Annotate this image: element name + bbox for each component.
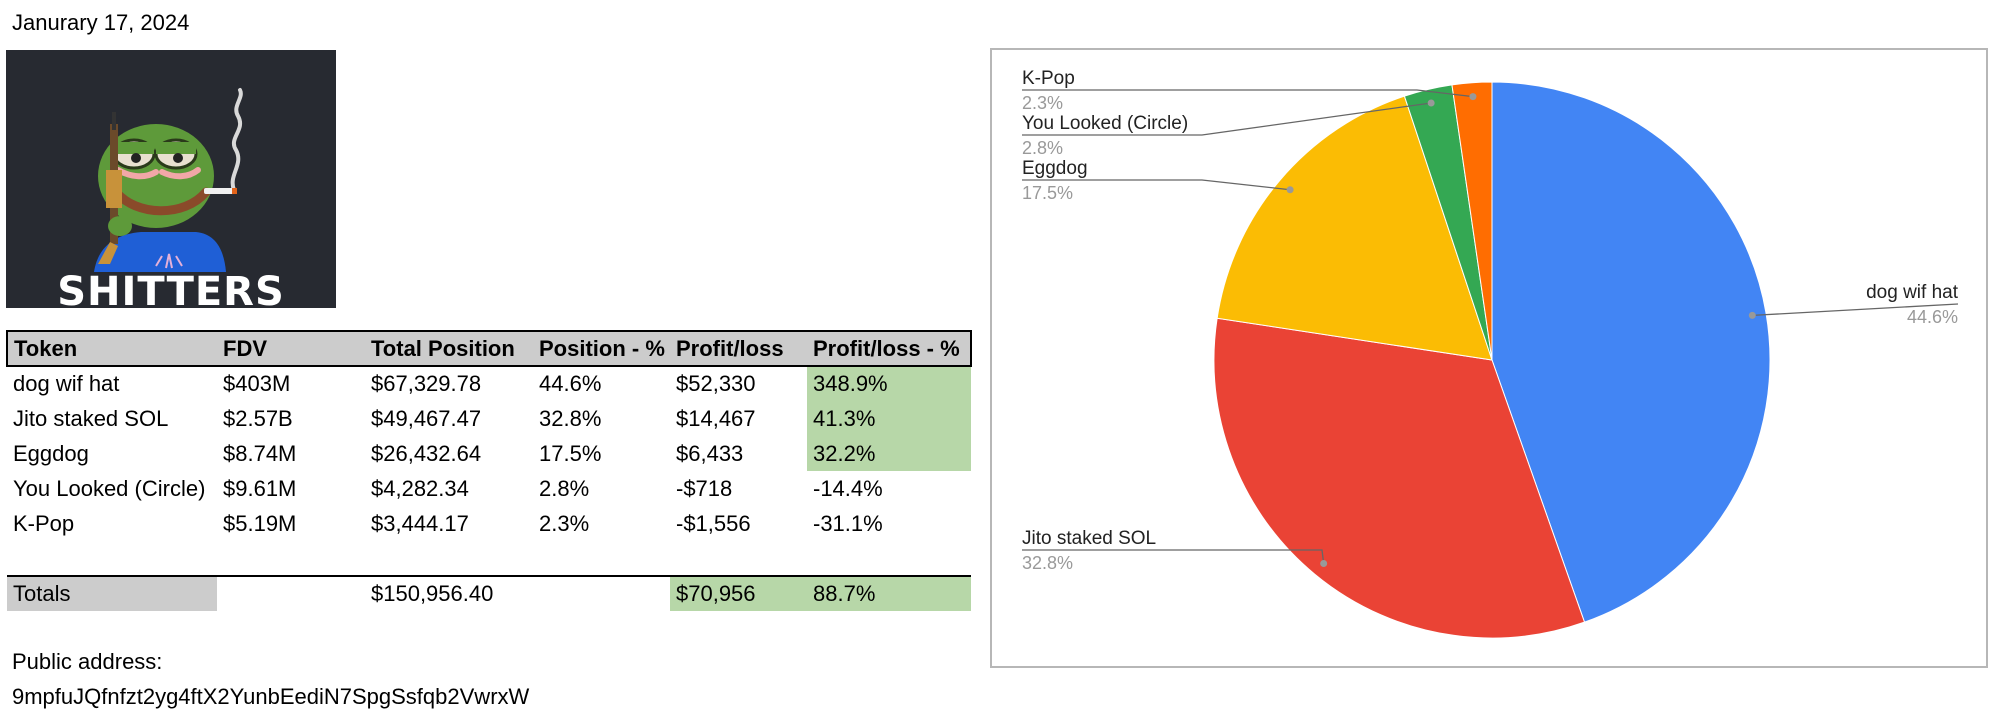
token-cell: You Looked (Circle)	[13, 475, 206, 501]
totals-row: Totals $150,956.40 $70,956 88.7%	[7, 575, 971, 611]
profit-loss-pct-cell: 348.9%	[807, 366, 971, 401]
profit-loss-cell: $6,433	[676, 440, 744, 466]
fdv-cell: $9.61M	[223, 475, 297, 501]
position-pct-cell: 2.3%	[539, 510, 590, 536]
profit-loss-cell: -$718	[676, 475, 733, 501]
profit-loss-pct-cell: 32.2%	[807, 436, 971, 471]
report-date: Janurary 17, 2024	[12, 10, 190, 35]
table-row: K-Pop $5.19M $3,444.17 2.3% -$1,556 -31.…	[7, 506, 971, 541]
token-cell: K-Pop	[13, 510, 75, 536]
leader-line-dog-wif-hat	[1752, 303, 1959, 317]
position-pct-cell: 17.5%	[539, 440, 602, 466]
fdv-cell: $403M	[223, 371, 291, 396]
column-header-profit-loss: Profit/loss	[670, 330, 807, 367]
slice-label-you-looked-circle: You Looked (Circle)	[1022, 113, 1188, 134]
slice-label-jito-staked-sol: Jito staked SOL	[1022, 528, 1156, 549]
logo: SHITTERS	[6, 50, 336, 308]
slice-pct-label-k-pop: 2.3%	[1022, 93, 1063, 113]
pie-chart-svg: dog wif hat 44.6% Jito staked SOL 32.8% Eggd…	[1022, 68, 1959, 639]
pie-slice-k-pop	[1451, 81, 1493, 361]
leader-dot-dog-wif-hat	[1748, 311, 1756, 319]
slice-label-eggdog: Eggdog	[1022, 158, 1088, 179]
leader-dot-you-looked-circle	[1427, 99, 1435, 107]
position-pct-cell: 44.6%	[539, 371, 602, 396]
column-header-profit-loss-pct: Profit/loss - %	[807, 330, 972, 367]
token-cell: Jito staked SOL	[13, 405, 169, 431]
pie-slice-dog-wif-hat	[1491, 81, 1771, 623]
spacer-row	[7, 541, 971, 576]
pie-chart: dog wif hat 44.6% Jito staked SOL 32.8% Eggd…	[990, 48, 1988, 668]
table-row: Jito staked SOL $2.57B $49,467.47 32.8% …	[7, 401, 971, 436]
total-position-cell: $49,467.47	[371, 405, 482, 431]
column-header-position-pct: Position - %	[533, 330, 670, 367]
fdv-cell: $2.57B	[223, 405, 293, 431]
total-position-cell: $3,444.17	[371, 510, 469, 536]
column-header-token: Token	[6, 330, 217, 367]
position-pct-cell: 2.8%	[539, 475, 590, 501]
leader-dot-k-pop	[1469, 93, 1477, 101]
leader-dot-jito-staked-sol	[1320, 559, 1328, 567]
table-row: dog wif hat $403M $67,329.78 44.6% $52,3…	[7, 366, 971, 401]
profit-loss-pct-cell: 41.3%	[807, 401, 971, 436]
token-cell: dog wif hat	[13, 371, 120, 396]
slice-pct-label-dog-wif-hat: 44.6%	[1907, 307, 1958, 327]
slice-pct-label-eggdog: 17.5%	[1022, 183, 1073, 203]
holdings-table: Token FDV Total Position Position - % Pr…	[6, 330, 972, 611]
slice-pct-label-you-looked-circle: 2.8%	[1022, 138, 1063, 158]
leader-line-jito-staked-sol	[1022, 549, 1325, 564]
leader-line-eggdog	[1022, 179, 1291, 191]
total-position-cell: $4,282.34	[371, 475, 469, 501]
pie-slice-eggdog	[1216, 95, 1493, 361]
leader-line-you-looked-circle	[1022, 102, 1432, 136]
profit-loss-cell: $52,330	[676, 371, 756, 396]
slice-label-dog-wif-hat: dog wif hat	[1866, 282, 1959, 303]
column-header-total-position: Total Position	[365, 330, 533, 367]
total-position-cell: $67,329.78	[371, 371, 482, 396]
table-row: Eggdog $8.74M $26,432.64 17.5% $6,433 32…	[7, 436, 971, 471]
leader-dot-eggdog	[1286, 186, 1294, 194]
totals-label: Totals	[7, 575, 217, 611]
table-row: You Looked (Circle) $9.61M $4,282.34 2.8…	[7, 471, 971, 506]
profit-loss-pct-cell: -14.4%	[813, 475, 883, 501]
totals-profit-loss: $70,956	[670, 575, 807, 611]
position-pct-cell: 32.8%	[539, 405, 602, 431]
slice-label-k-pop: K-Pop	[1022, 68, 1075, 89]
leader-line-k-pop	[1022, 89, 1474, 98]
totals-position: $150,956.40	[365, 575, 533, 611]
profit-loss-cell: -$1,556	[676, 510, 751, 536]
pepe-frog-icon	[94, 88, 243, 272]
totals-profit-loss-pct: 88.7%	[807, 575, 971, 611]
fdv-cell: $5.19M	[223, 510, 297, 536]
profit-loss-cell: $14,467	[676, 405, 756, 431]
profit-loss-pct-cell: -31.1%	[813, 510, 883, 536]
table-header-row: Token FDV Total Position Position - % Pr…	[6, 330, 972, 367]
logo-text: SHITTERS	[57, 269, 285, 308]
slice-pct-label-jito-staked-sol: 32.8%	[1022, 553, 1073, 573]
pie-slice-jito-staked-sol	[1213, 317, 1586, 639]
column-header-fdv: FDV	[217, 330, 365, 367]
public-address-value: 9mpfuJQfnfzt2yg4ftX2YunbEediN7SpgSsfqb2V…	[12, 684, 530, 709]
token-cell: Eggdog	[13, 440, 89, 466]
total-position-cell: $26,432.64	[371, 440, 482, 466]
fdv-cell: $8.74M	[223, 440, 297, 466]
public-address-label: Public address:	[12, 649, 163, 674]
